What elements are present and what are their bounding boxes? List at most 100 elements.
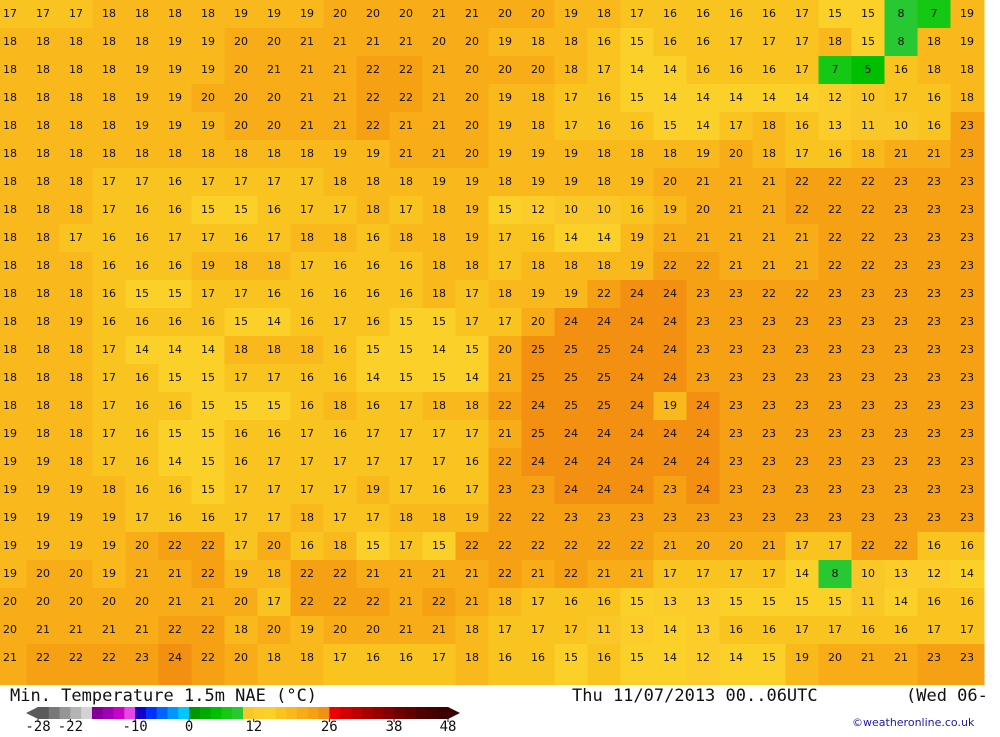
temperature-cell: [818, 644, 853, 685]
temperature-cell: [884, 644, 919, 685]
temperature-cell: [0, 84, 28, 113]
temperature-label: 15: [135, 287, 149, 300]
temperature-cell: [323, 112, 358, 141]
temperature-cell: [323, 168, 358, 197]
temperature-label: 23: [861, 455, 875, 468]
temperature-cell: [752, 420, 787, 449]
temperature-cell: [620, 476, 655, 505]
temperature-label: 12: [696, 651, 710, 664]
temperature-cell: [521, 588, 556, 617]
temperature-cell: [719, 532, 754, 561]
temperature-label: 18: [36, 315, 50, 328]
temperature-label: 16: [135, 399, 149, 412]
temperature-cell: [257, 308, 292, 337]
temperature-label: 11: [861, 595, 875, 608]
temperature-label: 20: [234, 91, 248, 104]
temperature-label: 16: [366, 287, 380, 300]
temperature-cell: [917, 140, 952, 169]
temperature-label: 24: [663, 343, 677, 356]
temperature-label: 19: [3, 427, 17, 440]
temperature-label: 19: [663, 399, 677, 412]
legend-swatch: [199, 707, 212, 719]
temperature-cell: [785, 448, 820, 477]
temperature-label: 23: [795, 371, 809, 384]
temperature-cell: [224, 168, 259, 197]
temperature-label: 15: [201, 371, 215, 384]
temperature-label: 13: [630, 623, 644, 636]
temperature-label: 22: [366, 119, 380, 132]
temperature-label: 18: [399, 231, 413, 244]
temperature-label: 11: [597, 623, 611, 636]
temperature-label: 16: [168, 203, 182, 216]
temperature-label: 19: [531, 175, 545, 188]
temperature-label: 10: [894, 119, 908, 132]
temperature-cell: [191, 420, 226, 449]
temperature-cell: [26, 252, 61, 281]
legend-swatch: [145, 707, 158, 719]
temperature-cell: [191, 364, 226, 393]
temperature-label: 25: [531, 371, 545, 384]
temperature-cell: [488, 0, 523, 29]
temperature-cell: [785, 168, 820, 197]
temperature-label: 21: [465, 595, 479, 608]
temperature-label: 19: [3, 483, 17, 496]
temperature-cell: [389, 392, 424, 421]
temperature-label: 14: [201, 343, 215, 356]
temperature-cell: [224, 196, 259, 225]
temperature-label: 15: [828, 7, 842, 20]
temperature-label: 16: [597, 119, 611, 132]
temperature-label: 15: [861, 7, 875, 20]
temperature-cell: [917, 196, 952, 225]
temperature-cell: [884, 588, 919, 617]
temperature-cell: [488, 196, 523, 225]
temperature-cell: [59, 392, 94, 421]
temperature-cell: [125, 420, 160, 449]
temperature-cell: [0, 196, 28, 225]
temperature-label: 10: [861, 91, 875, 104]
temperature-cell: [818, 504, 853, 533]
temperature-label: 23: [927, 287, 941, 300]
temperature-cell: [851, 560, 886, 589]
temperature-cell: [422, 252, 457, 281]
temperature-label: 16: [234, 427, 248, 440]
temperature-label: 23: [828, 483, 842, 496]
temperature-cell: [851, 364, 886, 393]
temperature-cell: [884, 224, 919, 253]
temperature-cell: [488, 168, 523, 197]
temperature-label: 18: [102, 147, 116, 160]
temperature-label: 19: [366, 147, 380, 160]
temperature-label: 18: [69, 371, 83, 384]
temperature-cell: [587, 588, 622, 617]
temperature-cell: [620, 644, 655, 685]
temperature-label: 18: [300, 511, 314, 524]
temperature-cell: [884, 308, 919, 337]
temperature-label: 17: [531, 595, 545, 608]
temperature-label: 22: [498, 399, 512, 412]
temperature-label: 22: [828, 231, 842, 244]
temperature-cell: [719, 308, 754, 337]
temperature-label: 16: [102, 315, 116, 328]
temperature-label: 18: [3, 259, 17, 272]
temperature-label: 19: [168, 119, 182, 132]
temperature-label: 22: [861, 203, 875, 216]
temperature-cell: [521, 476, 556, 505]
temperature-label: 16: [399, 287, 413, 300]
temperature-label: 23: [894, 231, 908, 244]
temperature-label: 23: [894, 399, 908, 412]
temperature-label: 17: [102, 427, 116, 440]
temperature-label: 23: [960, 371, 974, 384]
temperature-cell: [488, 112, 523, 141]
temperature-cell: [158, 504, 193, 533]
temperature-label: 12: [531, 203, 545, 216]
temperature-cell: [257, 336, 292, 365]
temperature-cell: [323, 560, 358, 589]
temperature-label: 16: [399, 259, 413, 272]
temperature-label: 21: [531, 567, 545, 580]
legend-swatch: [48, 707, 61, 719]
temperature-cell: [125, 532, 160, 561]
temperature-cell: [884, 560, 919, 589]
temperature-label: 23: [795, 399, 809, 412]
temperature-label: 16: [168, 259, 182, 272]
temperature-label: 19: [366, 483, 380, 496]
temperature-label: 17: [333, 511, 347, 524]
